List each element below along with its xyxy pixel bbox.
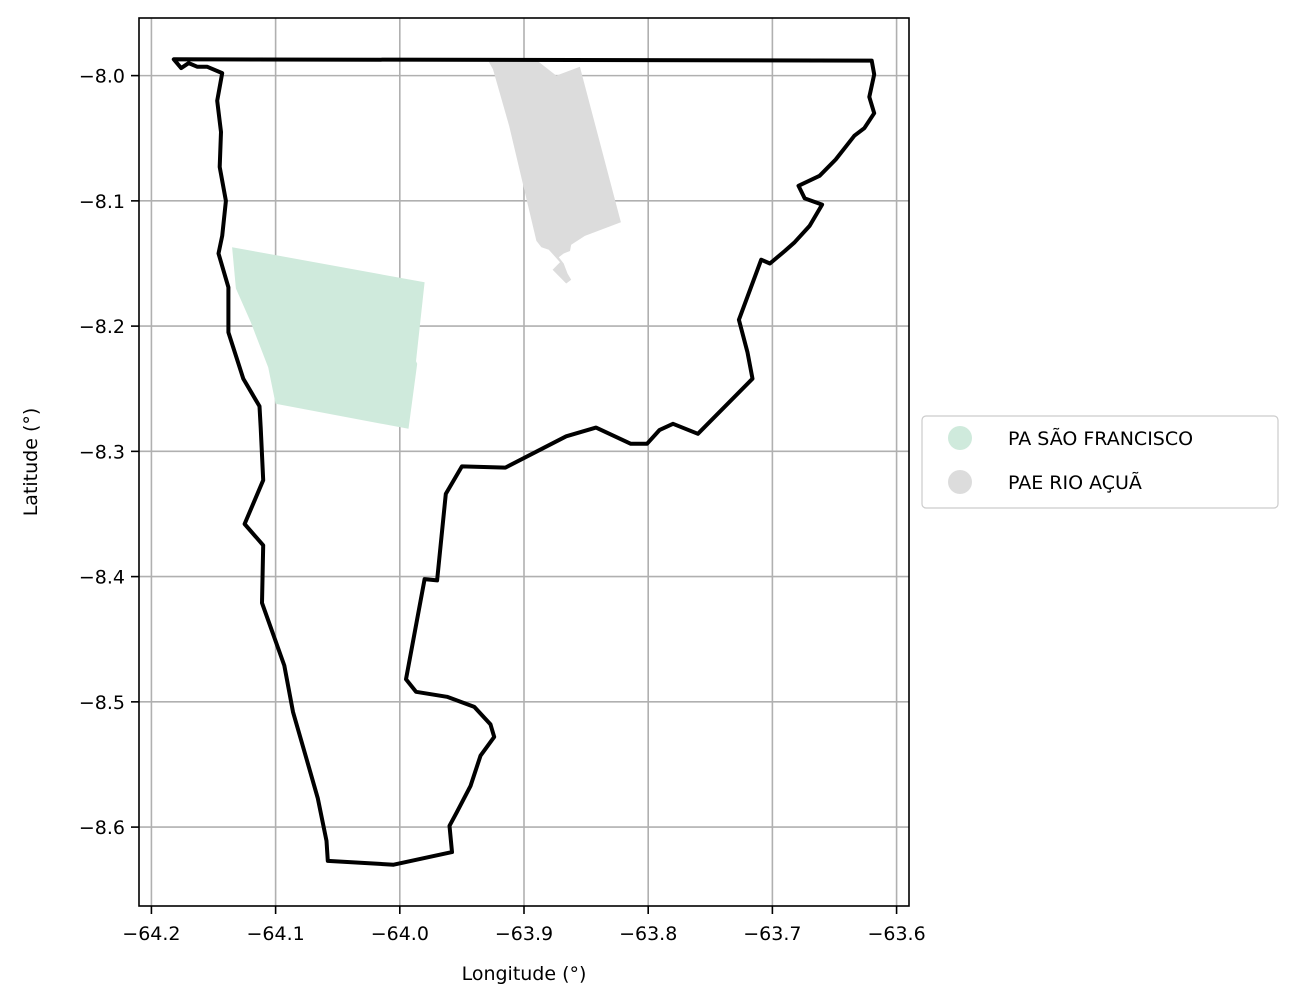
legend-label-pae-rio-acua: PAE RIO AÇUÃ [1008,471,1142,494]
x-axis-ticks: −64.2 −64.1 −64.0 −63.9 −63.8 −63.7 −63.6 [122,906,926,945]
boundary-outline [171,57,877,867]
x-tick-label: −63.6 [867,923,925,945]
y-tick-label: −8.0 [79,66,125,88]
x-tick-label: −64.0 [371,923,429,945]
map-areas [232,58,621,429]
y-tick-label: −8.5 [79,692,125,714]
y-tick-label: −8.1 [79,191,125,213]
legend-box [921,415,1279,509]
y-tick-label: −8.2 [79,316,125,338]
y-tick-label: −8.6 [79,817,125,839]
x-tick-label: −63.8 [619,923,677,945]
legend: PA SÃO FRANCISCO PAE RIO AÇUÃ [921,415,1279,509]
legend-label-pa-sao-francisco: PA SÃO FRANCISCO [1008,427,1193,450]
y-tick-label: −8.3 [79,441,125,463]
grid-lines [139,18,909,906]
area-pae-rio-acua [486,58,621,284]
legend-marker-pae-rio-acua [948,470,972,494]
y-tick-label: −8.4 [79,567,125,589]
x-tick-label: −63.7 [743,923,801,945]
y-axis-label: Latitude (°) [20,408,42,517]
y-axis-ticks: −8.0 −8.1 −8.2 −8.3 −8.4 −8.5 −8.6 [79,66,139,839]
x-axis-label: Longitude (°) [462,963,587,985]
x-tick-label: −64.2 [122,923,180,945]
area-pa-sao-francisco [232,247,425,429]
x-tick-label: −64.1 [246,923,304,945]
legend-marker-pa-sao-francisco [948,426,972,450]
x-tick-label: −63.9 [495,923,553,945]
municipality-boundary [171,57,877,867]
